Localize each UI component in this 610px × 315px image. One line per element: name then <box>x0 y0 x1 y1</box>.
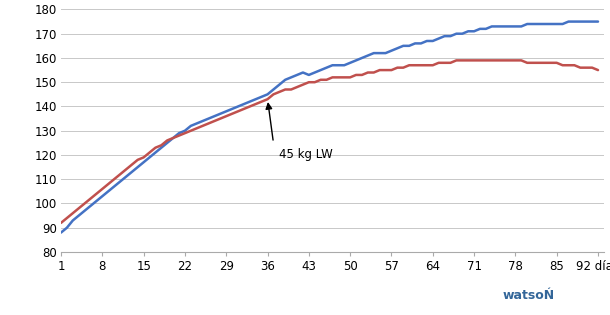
female <box>459 59 466 62</box>
entire male <box>488 25 495 28</box>
entire male <box>506 25 513 28</box>
female <box>494 59 501 62</box>
female <box>453 59 460 62</box>
entire male <box>453 32 460 36</box>
female <box>488 59 495 62</box>
female <box>483 59 490 62</box>
entire male <box>57 231 65 234</box>
Line: female: female <box>61 60 598 223</box>
entire male <box>376 51 383 55</box>
female <box>376 68 383 72</box>
Line: entire male: entire male <box>61 22 598 232</box>
female <box>57 221 65 225</box>
female <box>594 68 601 72</box>
Text: 45 kg LW: 45 kg LW <box>279 148 333 161</box>
Text: watsoŃ: watsoŃ <box>503 289 555 302</box>
entire male <box>594 20 601 24</box>
entire male <box>483 27 490 31</box>
entire male <box>476 27 484 31</box>
entire male <box>565 20 572 24</box>
female <box>512 59 519 62</box>
